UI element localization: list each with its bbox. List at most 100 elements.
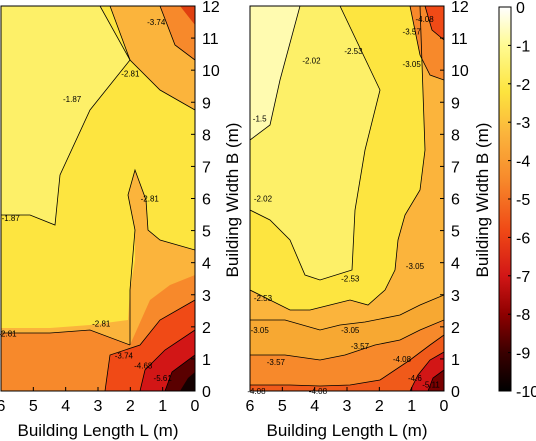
left-y-tick-label: 1 [202,352,211,369]
right-y-tick-label: 0 [451,384,460,401]
right-contour-label: -3.05 [251,326,270,335]
right-y-tick-label: 2 [451,320,460,337]
right-y-tick-label: 3 [451,288,460,305]
right-x-tick-label: 4 [310,398,319,415]
colorbar-tick-label: -9 [516,346,530,363]
colorbar-tick-label: -7 [516,269,530,286]
left-contour-label: -3.74 [147,18,166,27]
right-x-tick-label: 3 [343,398,352,415]
left-contour-label: -5.61 [154,374,173,383]
left-contour-labels: -1.87 -1.87 -2.81 -2.81 -2.81 -2.81 -3.74 -3.74… [0,18,172,383]
right-contour-label: -3.57 [351,342,370,351]
left-contour-plot [1,6,195,391]
colorbar-tick-label: -8 [516,307,530,324]
right-y-axis-label: Building Width B (m) [473,123,492,278]
left-contour-label: -1.87 [63,95,82,104]
right-contour-labels: -1.5 -2.02 -2.02 -2.53 -2.53 -2.53 -3.05 -3.05 -… [247,15,440,396]
left-y-tick-label: 12 [202,0,220,16]
left-y-tick-label: 9 [202,95,211,112]
right-contour-label: -4.6 [408,374,422,383]
left-contour-label: -2.81 [141,195,160,204]
right-contour-label: -2.02 [254,195,273,204]
right-contour-label: -4.08 [309,387,328,396]
right-y-tick-label: 4 [451,256,460,273]
left-contour-label: -2.81 [0,329,17,338]
left-x-tick-label: 6 [0,398,6,415]
left-region-tr-corner [180,6,195,25]
left-contour-label: -2.81 [121,69,140,78]
right-contour-label: -3.57 [267,358,286,367]
colorbar-tick-label: -1 [516,38,530,55]
left-y-tick-label: 2 [202,320,211,337]
right-x-tick-label: 6 [246,398,255,415]
left-y-tick-label: 8 [202,127,211,144]
left-region-1.87-inner [1,6,130,225]
left-x-tick-label: 4 [61,398,70,415]
colorbar-ticks: 0 -1 -2 -3 -4 -5 -6 -7 -8 -9 -10 [508,0,536,401]
left-x-tick-label: 5 [29,398,38,415]
right-y-tick-label: 9 [451,95,460,112]
right-contour-label: -3.05 [406,262,425,271]
right-contour-label: -2.53 [254,294,273,303]
right-contour-label: -2.02 [302,57,321,66]
right-region-2.02 [250,6,380,280]
right-contour-label: -1.5 [253,114,267,123]
right-x-tick-label: 1 [407,398,416,415]
right-region-1.5 [250,6,300,140]
right-contour-label: -3.05 [403,60,422,69]
right-region-bottom-4.08 [250,335,444,391]
left-y-tick-label: 6 [202,192,211,209]
right-region-bottom-5.11 [428,370,444,391]
right-y-tick-label: 6 [451,192,460,209]
left-y-tick-label: 10 [202,63,220,80]
left-y-tick-label: 3 [202,288,211,305]
right-contour-label: -4.08 [393,355,412,364]
right-y-tick-label: 8 [451,127,460,144]
left-y-axis-label: Building Width B (m) [223,123,242,278]
left-x-axis-label: Building Length L (m) [18,421,179,440]
left-y-tick-label: 5 [202,224,211,241]
right-y-tick-label: 12 [451,0,469,16]
right-y-tick-label: 7 [451,159,460,176]
colorbar-tick-label: -4 [516,154,530,171]
colorbar-tick-label: -3 [516,115,530,132]
left-x-tick-label: 3 [94,398,103,415]
colorbar-tick-label: 0 [516,0,525,17]
right-y-tick-label: 11 [451,31,468,48]
left-contour-label: -2.81 [92,320,111,329]
left-region-3.74-tr [160,6,195,60]
right-contour-label: -4.08 [247,387,266,396]
right-contour-plot [250,6,444,391]
left-contour-label: -4.68 [134,361,153,370]
right-x-tick-label: 5 [278,398,287,415]
right-contour-label: -2.53 [344,47,363,56]
left-y-tick-label: 7 [202,159,211,176]
right-x-tick-label: 2 [375,398,384,415]
right-region-3.57-tr [425,6,444,40]
left-y-tick-label: 11 [202,31,219,48]
left-contour-lines [1,6,195,391]
right-y-tick-label: 10 [451,63,469,80]
right-y-tick-label: 1 [451,352,460,369]
left-x-tick-label: 2 [126,398,135,415]
left-x-tick-label: 0 [191,398,200,415]
right-x-axis-label: Building Length L (m) [267,421,428,440]
left-region-bottom-core [180,372,195,391]
right-contour-label: -3.05 [341,326,360,335]
left-contour-label: -3.74 [115,352,134,361]
right-contour-lines [250,6,444,391]
left-y-tick-label: 0 [202,384,211,401]
right-contour-label: -5.11 [422,381,440,390]
left-x-tick-label: 1 [158,398,167,415]
right-contour-label: -2.53 [341,275,360,284]
colorbar-tick-label: -2 [516,77,530,94]
left-contour-label: -1.87 [2,214,21,223]
right-contour-label: -3.57 [403,28,422,37]
right-y-tick-label: 5 [451,224,460,241]
colorbar-tick-label: -6 [516,230,530,247]
colorbar-tick-label: -5 [516,192,530,209]
colorbar-tick-label: -10 [516,384,536,401]
